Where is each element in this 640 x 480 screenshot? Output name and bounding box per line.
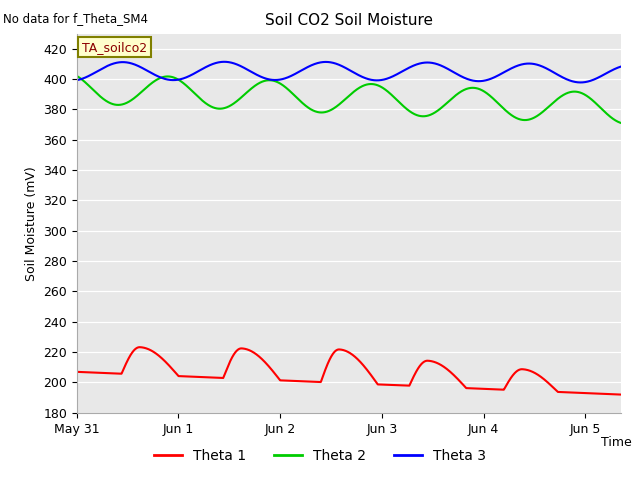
- Legend: Theta 1, Theta 2, Theta 3: Theta 1, Theta 2, Theta 3: [148, 443, 492, 468]
- X-axis label: Time: Time: [601, 435, 632, 448]
- Title: Soil CO2 Soil Moisture: Soil CO2 Soil Moisture: [265, 13, 433, 28]
- Y-axis label: Soil Moisture (mV): Soil Moisture (mV): [25, 166, 38, 281]
- Text: No data for f_Theta_SM4: No data for f_Theta_SM4: [3, 12, 148, 25]
- Text: TA_soilco2: TA_soilco2: [82, 41, 147, 54]
